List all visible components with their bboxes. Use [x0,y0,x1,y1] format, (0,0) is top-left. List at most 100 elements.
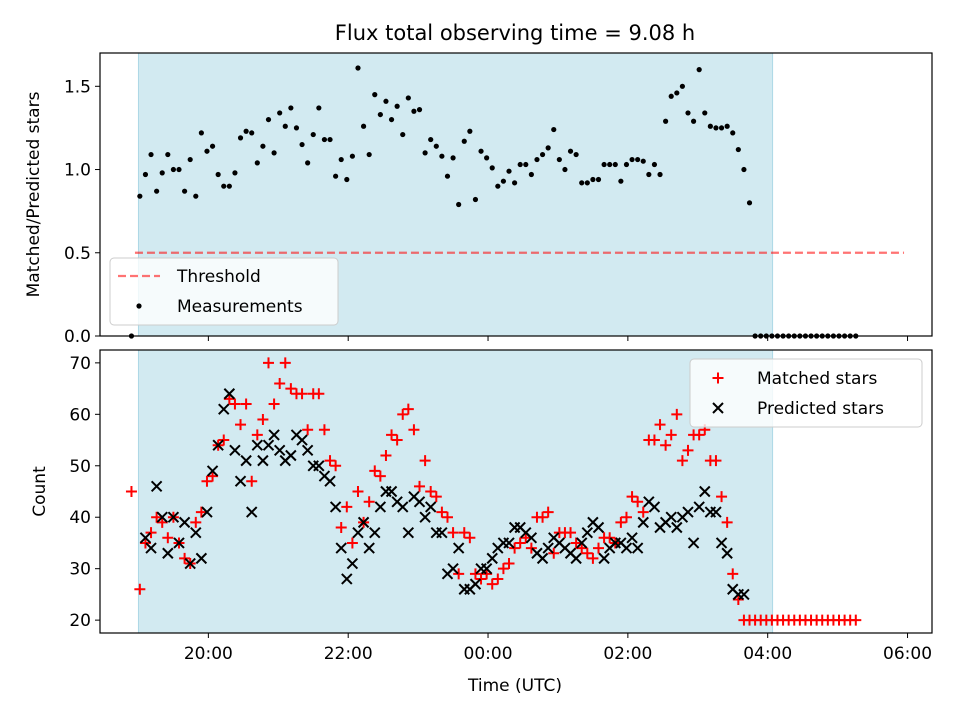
predicted-star-point [598,552,610,565]
matched-star-point [716,491,728,503]
matched-star-point [195,506,207,518]
measurement-point [579,180,585,186]
measurement-point [388,116,395,123]
matched-star-point [139,537,151,549]
matched-star-point [660,439,672,451]
measurement-point [657,171,663,178]
predicted-star-point [738,588,750,601]
measurement-point [718,125,725,131]
measurement-point [551,126,557,133]
predicted-star-point [313,460,325,472]
predicted-star-point [341,573,353,585]
measurement-point [707,123,713,129]
predicted-star-point [201,506,213,518]
x-tick-label: 06:00 [883,644,932,664]
matched-star-point [710,455,722,467]
matched-star-point [397,408,409,420]
matched-star-point [402,403,414,415]
measurement-point [411,108,417,114]
measurement-point [584,180,590,186]
matched-star-point [296,388,308,400]
legend-predicted-swatch [712,402,724,414]
legend-box [109,257,339,326]
matched-star-point [632,496,644,508]
measurement-point [232,170,238,176]
measurement-point [360,123,367,129]
measurement-point [461,138,467,144]
predicted-star-point [195,552,208,565]
measurement-point [523,161,529,168]
legend-matched-swatch [712,372,724,384]
x-axis-label: Time (UTC) [467,676,562,696]
predicted-star-point [156,511,168,523]
measurement-point [394,103,400,109]
matched-star-point [391,434,403,446]
predicted-star-point [285,449,297,462]
predicted-star-point [167,511,180,523]
predicted-star-point [682,506,694,518]
matched-star-point [380,449,392,461]
matched-star-point [324,455,336,467]
predicted-star-point [374,501,387,513]
measurement-point [730,130,736,136]
measurement-point [433,143,439,149]
axes-frame [99,349,933,634]
matched-star-point [503,558,515,570]
predicted-star-point [206,465,219,477]
matched-star-point [436,506,448,518]
measurement-point [226,183,232,189]
matched-star-point [682,444,694,456]
measurement-point [562,166,568,173]
measurement-point [450,155,456,161]
measurement-point [741,166,747,173]
legend-threshold-label: Threshold [176,267,261,287]
measurement-point [668,93,674,99]
matched-star-point [565,527,577,539]
matched-star-point [408,424,420,436]
matched-star-point [654,419,666,431]
predicted-star-point [363,542,375,554]
matched-star-point [363,496,375,508]
measurement-point [142,171,149,178]
matched-star-point [671,408,683,420]
matched-star-point [125,486,137,497]
legend-predicted-label: Predicted stars [757,399,884,419]
measurement-point [735,146,741,153]
measurement-point [679,83,686,89]
legend: Threshold Measurements [109,257,339,326]
measurement-point [209,143,216,149]
predicted-star-point [190,526,202,539]
measurement-point [400,131,406,138]
matched-star-point [251,429,263,441]
predicted-star-point [480,562,493,575]
matched-star-point [419,455,431,467]
measurement-point [489,165,495,171]
matched-star-point [268,398,280,410]
measurement-point [254,160,260,166]
x-tick-label: 22:00 [324,644,373,664]
measurement-point [333,173,339,179]
measurement-point [277,110,283,116]
matched-star-point [313,388,325,400]
predicted-star-point [397,501,409,513]
measurement-point [170,166,177,173]
matched-star-point [453,568,465,580]
matched-star-point [207,470,219,482]
measurement-point [299,141,305,148]
matched-star-point [648,434,660,446]
y-tick-label: 0.5 [64,244,91,264]
matched-star-point [581,547,593,559]
matched-star-point [593,542,605,554]
matched-star-point [464,532,476,544]
y-tick-label: 1.5 [64,77,91,97]
measurement-point [539,151,546,158]
matched-star-point [721,516,733,528]
predicted-star-point [240,454,252,467]
measurement-point [456,201,462,208]
y-tick-label: 40 [69,508,91,528]
predicted-star-point [671,521,683,534]
measurement-point [265,116,272,123]
y-axis-label: Count [30,466,50,517]
y-tick-label: 70 [69,354,91,374]
